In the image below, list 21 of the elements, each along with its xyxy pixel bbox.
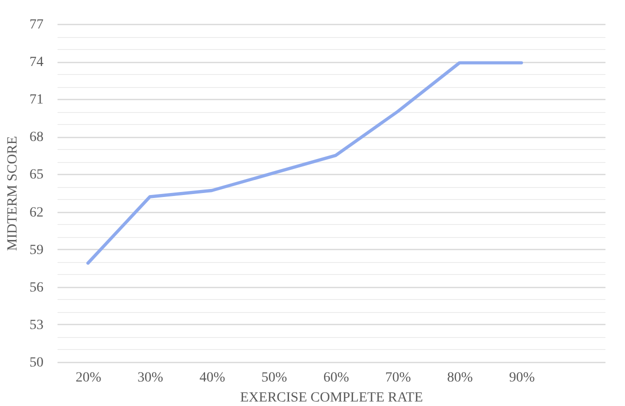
x-tick-label: 70% bbox=[385, 370, 412, 386]
x-tick-label: 40% bbox=[199, 370, 226, 386]
y-tick-label: 71 bbox=[30, 92, 44, 108]
y-tick-label: 62 bbox=[30, 205, 44, 220]
x-tick-label: 50% bbox=[261, 370, 288, 386]
x-tick-label: 80% bbox=[447, 370, 474, 386]
y-tick-label: 59 bbox=[30, 242, 44, 258]
y-tick-label: 56 bbox=[30, 280, 44, 296]
y-tick-label: 74 bbox=[30, 55, 44, 70]
x-tick-label: 20% bbox=[76, 370, 102, 386]
y-tick-label: 50 bbox=[30, 356, 44, 370]
x-axis-title: EXERCISE COMPLETE RATE bbox=[240, 390, 423, 406]
y-tick-label: 53 bbox=[30, 318, 44, 333]
line-series bbox=[86, 61, 524, 265]
y-tick-label: 77 bbox=[30, 18, 44, 32]
y-tick-label: 65 bbox=[30, 168, 44, 183]
y-axis-title: MIDTERM SCORE bbox=[6, 136, 20, 251]
x-tick-label: 60% bbox=[323, 370, 350, 386]
x-tick-label: 90% bbox=[509, 370, 536, 386]
y-tick-label: 68 bbox=[30, 130, 44, 146]
x-tick-label: 30% bbox=[138, 370, 164, 386]
